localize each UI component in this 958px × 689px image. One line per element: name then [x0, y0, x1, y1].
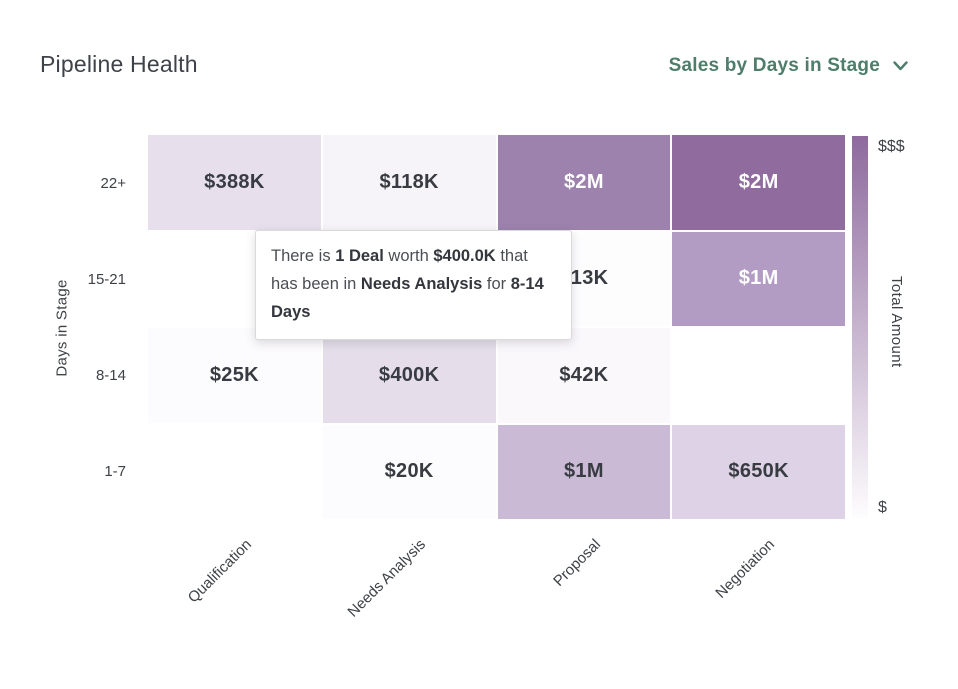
view-selector-label: Sales by Days in Stage — [668, 55, 880, 76]
heatmap-cell-1-7-needs-analysis[interactable]: $20K — [322, 424, 496, 519]
heatmap-cell-22-needs-analysis[interactable]: $118K — [322, 135, 496, 230]
chevron-down-icon — [893, 61, 908, 71]
page-title: Pipeline Health — [40, 51, 198, 77]
x-tick-proposal: Proposal — [549, 536, 604, 590]
x-tick-needs-analysis: Needs Analysis — [344, 536, 430, 621]
y-tick-22: 22+ — [100, 174, 126, 192]
y-tick-1-7: 1-7 — [104, 462, 126, 480]
x-tick-qualification: Qualification — [184, 536, 256, 607]
heatmap-cell-8-14-needs-analysis[interactable]: $400K — [322, 328, 496, 423]
y-tick-8-14: 8-14 — [95, 366, 126, 384]
y-axis-ticks: 22+ 15-21 8-14 1-7 — [0, 135, 126, 519]
heatmap-cell-8-14-qualification[interactable]: $25K — [148, 328, 321, 423]
view-selector-dropdown[interactable]: Sales by Days in Stage — [669, 55, 908, 77]
tooltip-text: There is 1 Deal worth $400.0K that has b… — [271, 247, 544, 321]
heatmap-cell-8-14-negotiation[interactable] — [672, 328, 845, 423]
heatmap-cell-22-proposal[interactable]: $2M — [497, 135, 671, 230]
heatmap-cell-22-negotiation[interactable]: $2M — [672, 135, 845, 230]
colorbar-min-tick: $ — [878, 499, 887, 516]
colorbar-gradient — [852, 136, 868, 519]
heatmap-cell-22-qualification[interactable]: $388K — [148, 135, 321, 230]
heatmap-cell-8-14-proposal[interactable]: $42K — [497, 328, 671, 423]
heatmap-cell-1-7-proposal[interactable]: $1M — [497, 424, 671, 519]
x-tick-negotiation: Negotiation — [712, 536, 778, 602]
heatmap-cell-1-7-negotiation[interactable]: $650K — [672, 424, 845, 519]
colorbar-max-tick: $$$ — [878, 138, 905, 155]
y-tick-15-21: 15-21 — [87, 270, 126, 288]
heatmap-cell-15-21-negotiation[interactable]: $1M — [672, 231, 845, 326]
colorbar-title: Total Amount — [888, 276, 905, 368]
tooltip: There is 1 Deal worth $400.0K that has b… — [255, 230, 572, 340]
heatmap-cell-1-7-qualification[interactable] — [148, 424, 321, 519]
